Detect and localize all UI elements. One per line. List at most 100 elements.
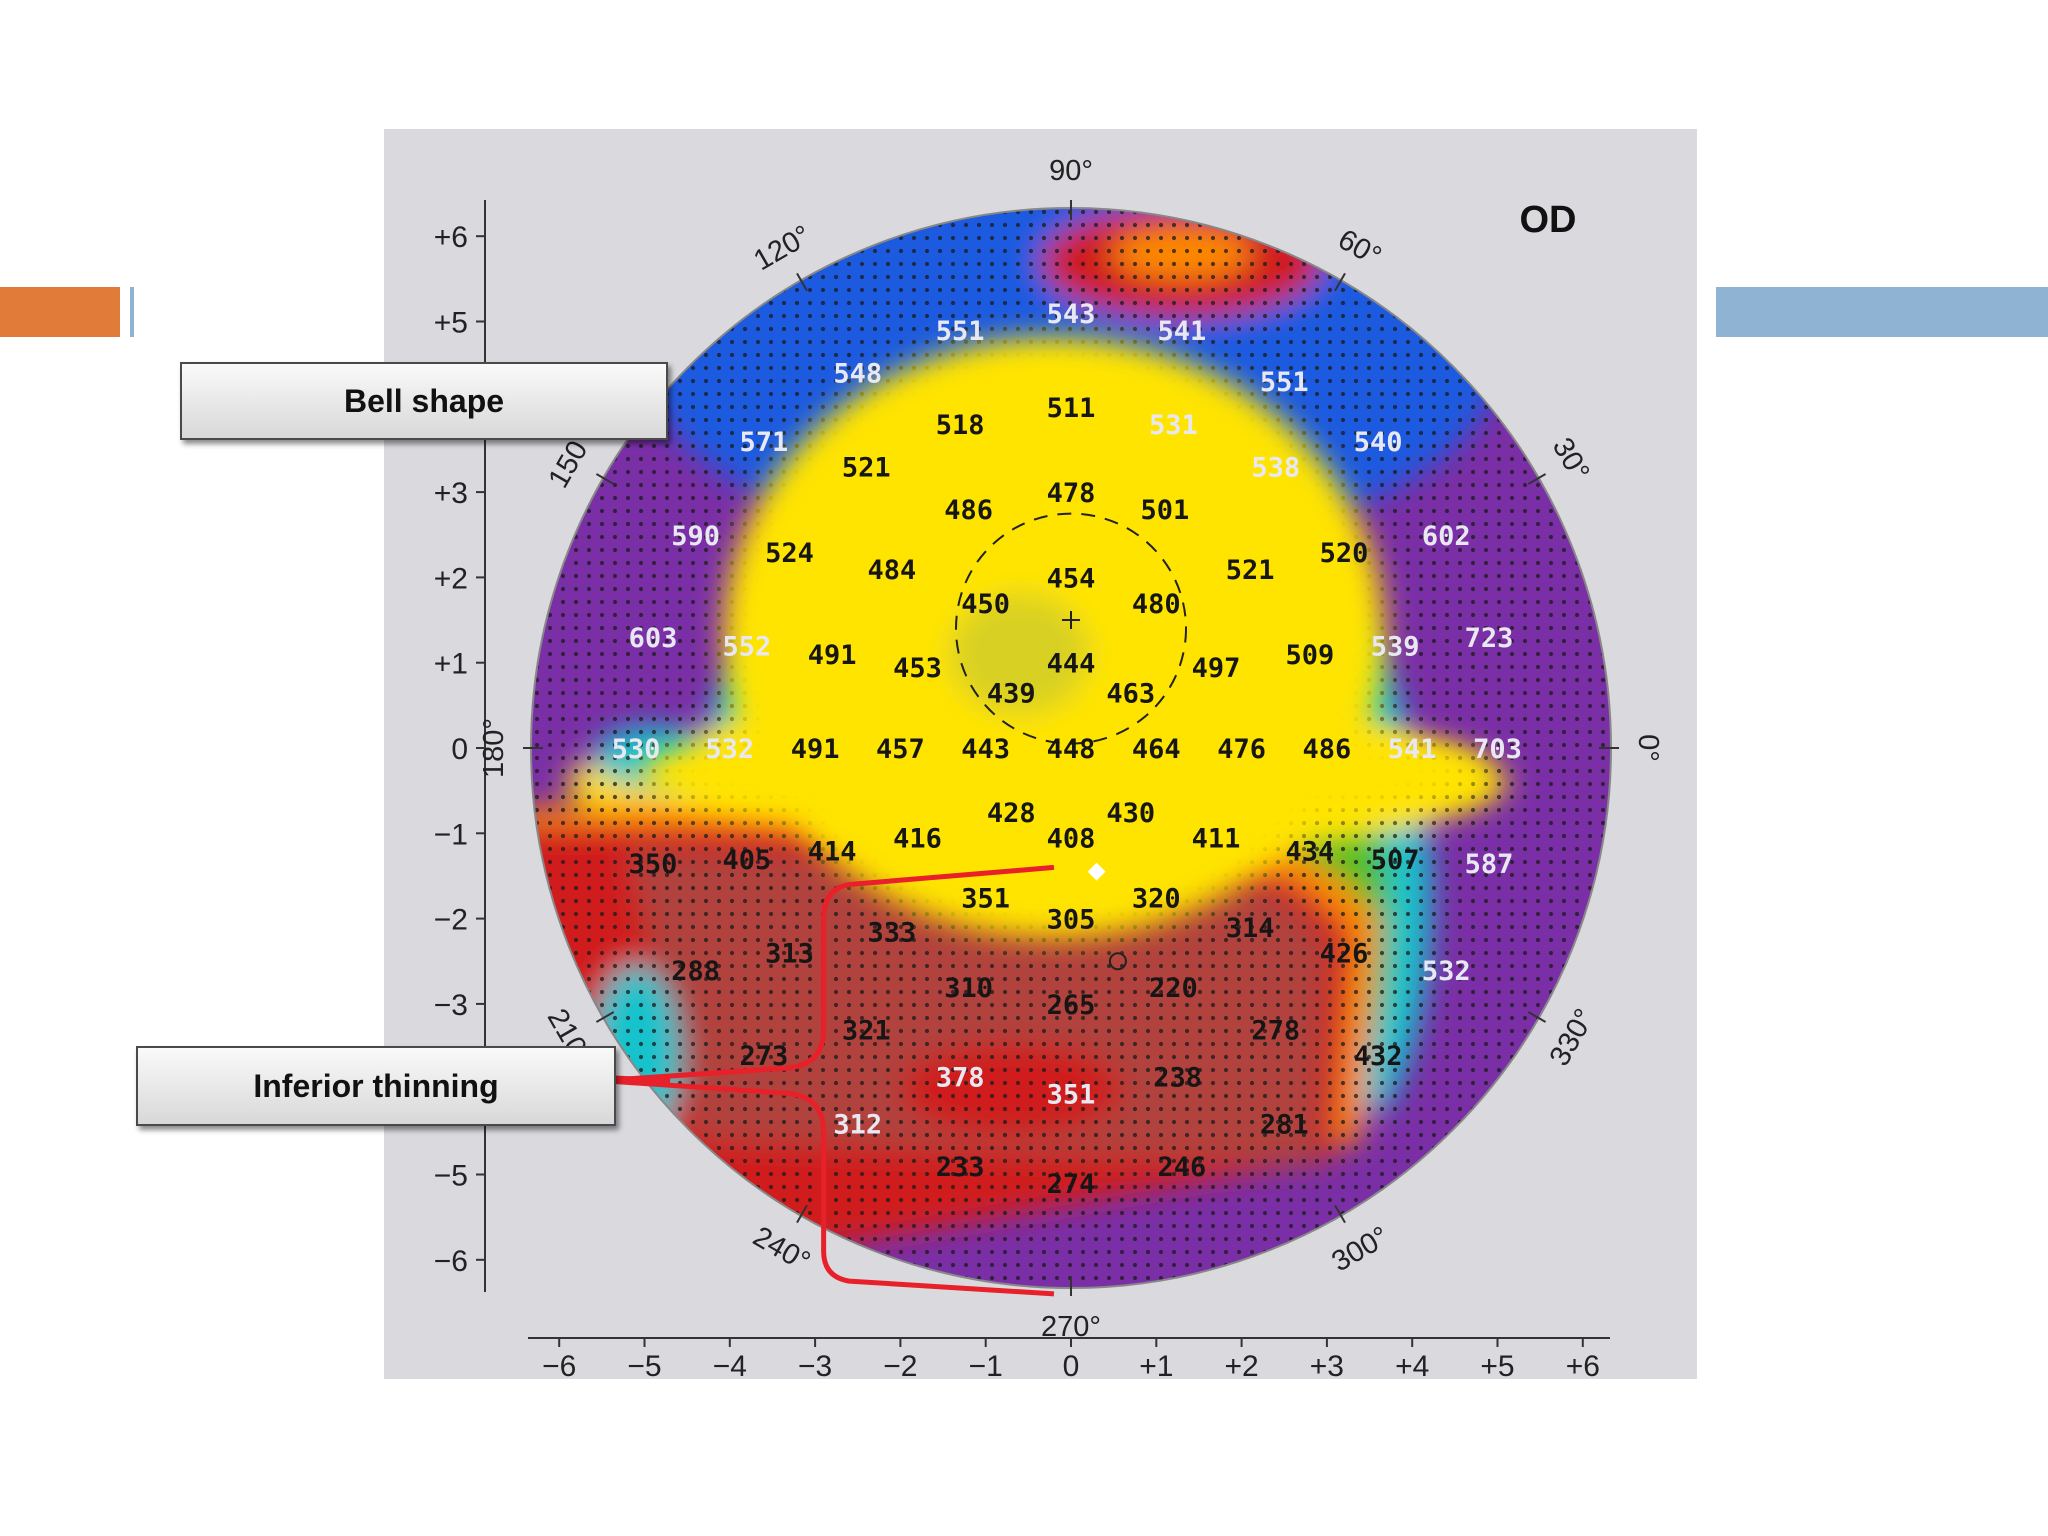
thickness-value: 288	[671, 956, 720, 987]
thickness-value: 486	[1303, 734, 1352, 765]
thickness-value: 587	[1465, 849, 1514, 880]
thickness-value: 238	[1153, 1062, 1202, 1093]
thickness-value: 463	[1106, 679, 1155, 710]
thickness-value: 590	[671, 521, 720, 552]
thickness-value: 333	[867, 917, 916, 948]
thickness-value: 476	[1217, 734, 1266, 765]
thickness-value: 281	[1260, 1109, 1309, 1140]
thickness-value: 220	[1149, 973, 1198, 1004]
x-tick-label: +2	[1224, 1350, 1258, 1383]
thickness-value: 278	[1251, 1015, 1300, 1046]
thickness-value: 541	[1157, 316, 1206, 347]
thickness-value: 464	[1132, 734, 1181, 765]
thickness-value: 532	[1422, 956, 1471, 987]
thickness-value: 432	[1354, 1041, 1403, 1072]
thickness-value: 521	[842, 453, 891, 484]
thickness-value: 538	[1251, 453, 1300, 484]
y-tick-label: −1	[434, 818, 468, 851]
thickness-value: 351	[961, 883, 1010, 914]
thickness-value: 453	[893, 653, 942, 684]
y-tick-label: +2	[434, 562, 468, 595]
x-tick-label: −1	[969, 1350, 1003, 1383]
thickness-value: 314	[1226, 913, 1275, 944]
inferior-thinning-leader	[613, 1075, 671, 1084]
thickness-value: 703	[1473, 734, 1522, 765]
x-tick-label: +6	[1566, 1350, 1600, 1383]
thickness-value: 378	[936, 1062, 985, 1093]
thickness-value: 507	[1371, 845, 1420, 876]
thickness-value: 521	[1226, 555, 1275, 586]
y-tick-label: +3	[434, 477, 468, 510]
thinnest-point-mark	[1108, 952, 1127, 971]
thickness-value: 439	[987, 679, 1036, 710]
thickness-value: 350	[629, 849, 678, 880]
thickness-value: 265	[1047, 990, 1096, 1021]
thickness-value: 448	[1047, 734, 1096, 765]
y-tick-label: 0	[451, 733, 468, 766]
x-tick-label: +3	[1310, 1350, 1344, 1383]
inferior-thinning-outline	[601, 864, 1055, 1297]
thickness-value: 310	[944, 973, 993, 1004]
thickness-value: 443	[961, 734, 1010, 765]
annotation-lines	[601, 864, 1055, 1297]
no-dot-center	[949, 594, 1090, 715]
angle-tick	[595, 473, 615, 485]
y-tick-label: +6	[434, 221, 468, 254]
x-tick-label: −5	[627, 1350, 661, 1383]
thickness-value: 540	[1354, 427, 1403, 458]
angle-label: 180°	[478, 718, 510, 778]
x-tick-label: +4	[1395, 1350, 1429, 1383]
thickness-value: 434	[1285, 836, 1334, 867]
callout-bell-shape-label: Bell shape	[343, 382, 505, 419]
y-tick-label: −2	[434, 904, 468, 937]
x-tick-label: 0	[1063, 1350, 1080, 1383]
thickness-value: 351	[1047, 1079, 1096, 1110]
thickness-value: 491	[808, 640, 857, 671]
callout-inferior-thinning: Inferior thinning	[136, 1046, 616, 1126]
x-tick-label: +5	[1480, 1350, 1514, 1383]
y-tick-label: −3	[434, 989, 468, 1022]
accent-bar-right	[1716, 287, 2048, 337]
thickness-value: 408	[1047, 824, 1096, 855]
thickness-value: 486	[944, 495, 993, 526]
thickness-value: 543	[1047, 299, 1096, 330]
thickness-value: 305	[1047, 905, 1096, 936]
thickness-value: 571	[740, 427, 789, 458]
x-tick-label: +1	[1139, 1350, 1173, 1383]
thickness-value: 246	[1157, 1152, 1206, 1183]
thickness-value: 320	[1132, 883, 1181, 914]
thickness-value: 428	[987, 798, 1036, 829]
pupil-center-mark	[1062, 611, 1080, 630]
thickness-value: 501	[1140, 495, 1189, 526]
thickness-value: 313	[765, 939, 814, 970]
x-tick-label: −2	[883, 1350, 917, 1383]
x-tick-label: −4	[713, 1350, 747, 1383]
thickness-value: 531	[1149, 410, 1198, 441]
thickness-value: 520	[1320, 538, 1369, 569]
thickness-value: 233	[936, 1152, 985, 1183]
angle-tick	[796, 272, 808, 292]
y-tick-label: −5	[434, 1160, 468, 1193]
thickness-value: 426	[1320, 939, 1369, 970]
thickness-value: 480	[1132, 589, 1181, 620]
angle-tick	[1334, 1204, 1346, 1224]
thickness-value: 405	[722, 845, 771, 876]
no-dot-band	[642, 713, 1483, 834]
y-tick-label: −6	[434, 1245, 468, 1278]
thickness-value: 511	[1047, 393, 1096, 424]
thickness-value: 524	[765, 538, 814, 569]
angle-label: 270°	[1041, 1311, 1101, 1343]
thickness-value: 321	[842, 1015, 891, 1046]
thickness-value: 723	[1465, 623, 1514, 654]
angle-tick	[1334, 272, 1346, 292]
thickness-value: 539	[1371, 632, 1420, 663]
thickness-value: 541	[1388, 734, 1437, 765]
callout-inferior-thinning-label: Inferior thinning	[253, 1067, 499, 1104]
thickness-value: 551	[1260, 367, 1309, 398]
thickness-value: 457	[876, 734, 925, 765]
thickness-value: 551	[936, 316, 985, 347]
pupil-outline	[955, 512, 1187, 745]
thickness-value: 532	[705, 734, 754, 765]
